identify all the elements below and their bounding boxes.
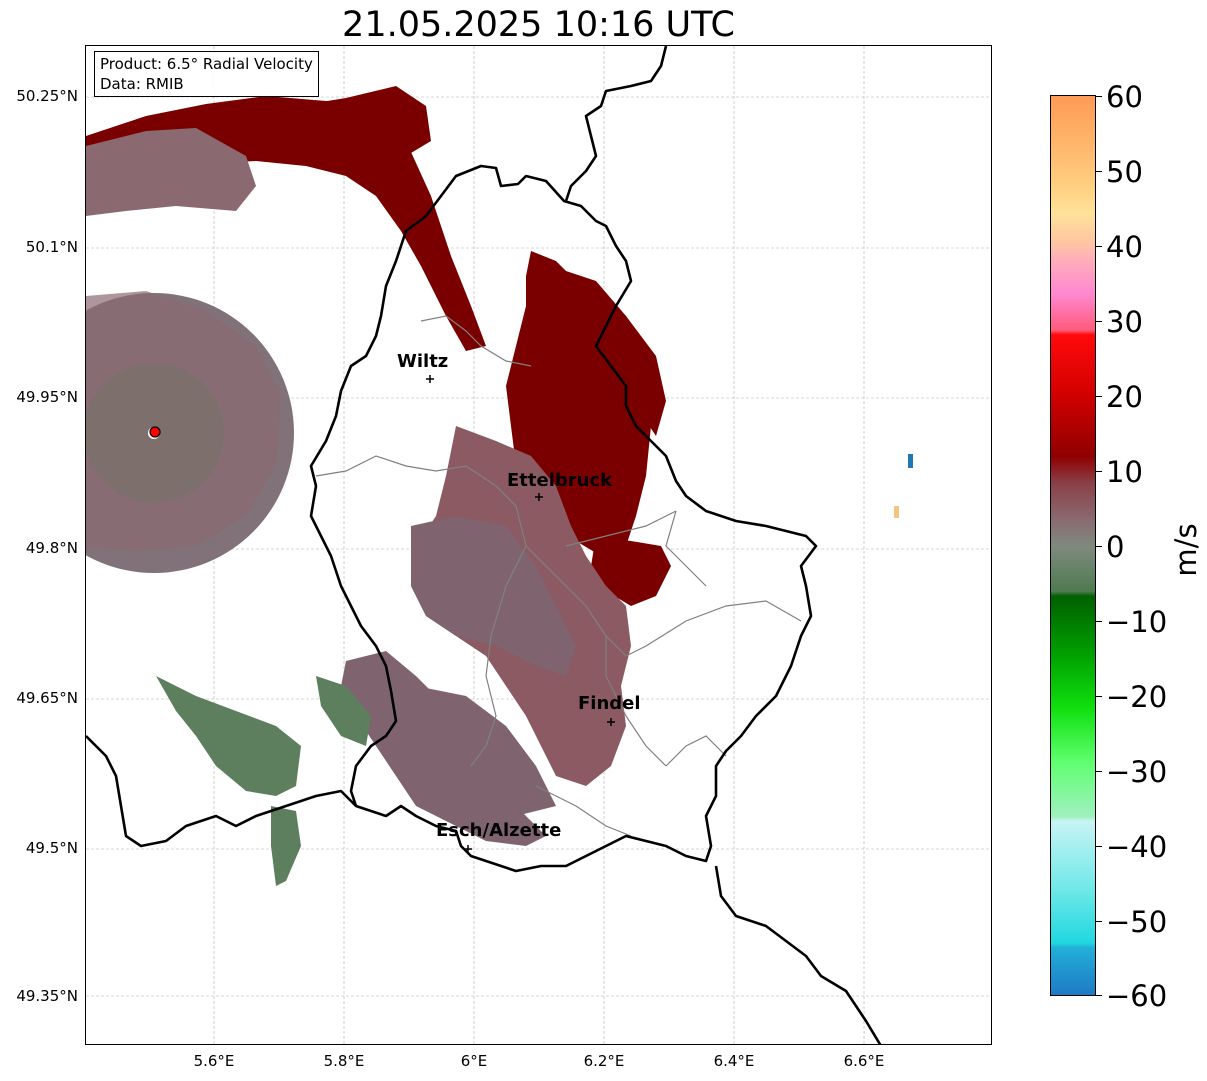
radar-map	[85, 45, 992, 1045]
city-markers	[426, 375, 615, 853]
city-label-ettelbruck: Ettelbruck	[507, 470, 613, 491]
colorbar-tick-label: −10	[1106, 605, 1168, 639]
y-tick-label: 49.8°N	[25, 539, 78, 557]
colorbar-tick-label: 0	[1106, 530, 1125, 564]
echo-nw-grey	[86, 128, 256, 216]
x-tick-label: 6.2°E	[583, 1052, 625, 1070]
colorbar-tick-label: 20	[1106, 380, 1143, 414]
radar-site-marker	[149, 426, 161, 438]
y-tick-label: 50.1°N	[25, 238, 78, 256]
x-tick-label: 6°E	[460, 1052, 488, 1070]
colorbar-tick-label: 50	[1106, 155, 1143, 189]
colorbar-tick-label: 40	[1106, 230, 1143, 264]
map-title: 21.05.2025 10:16 UTC	[342, 5, 735, 45]
colorbar-label: m/s	[1169, 523, 1203, 577]
colorbar-tick-label: 10	[1106, 455, 1143, 489]
x-tick-label: 5.8°E	[323, 1052, 365, 1070]
y-tick-label: 49.65°N	[16, 689, 78, 707]
product-info-box: Product: 6.5° Radial Velocity Data: RMIB	[94, 51, 319, 97]
y-tick-label: 49.95°N	[16, 388, 78, 406]
colorbar	[1050, 95, 1096, 996]
colorbar-tick-label: −50	[1106, 905, 1168, 939]
colorbar-tick-label: −40	[1106, 830, 1168, 864]
y-tick-label: 49.5°N	[25, 839, 78, 857]
product-label: Product: 6.5° Radial Velocity	[100, 55, 313, 73]
city-label-esch-alzette: Esch/Alzette	[436, 820, 562, 841]
y-tick-label: 49.35°N	[16, 987, 78, 1005]
data-source-label: Data: RMIB	[100, 75, 184, 93]
colorbar-tick-label: −20	[1106, 680, 1168, 714]
x-tick-label: 5.6°E	[193, 1052, 235, 1070]
y-tick-label: 50.25°N	[16, 87, 78, 105]
echo-sw-green	[156, 676, 301, 796]
city-label-findel: Findel	[578, 693, 641, 714]
colorbar-tick-label: 30	[1106, 305, 1143, 339]
colorbar-tick-label: −30	[1106, 755, 1168, 789]
colorbar-tick-label: −60	[1106, 979, 1168, 1013]
radar-echoes	[86, 86, 913, 886]
colorbar-tick-label: 60	[1106, 80, 1143, 114]
x-tick-label: 6.6°E	[843, 1052, 885, 1070]
city-label-wiltz: Wiltz	[397, 351, 449, 372]
country-borders	[86, 46, 882, 1044]
x-tick-label: 6.4°E	[713, 1052, 755, 1070]
canton-lines	[315, 315, 802, 837]
